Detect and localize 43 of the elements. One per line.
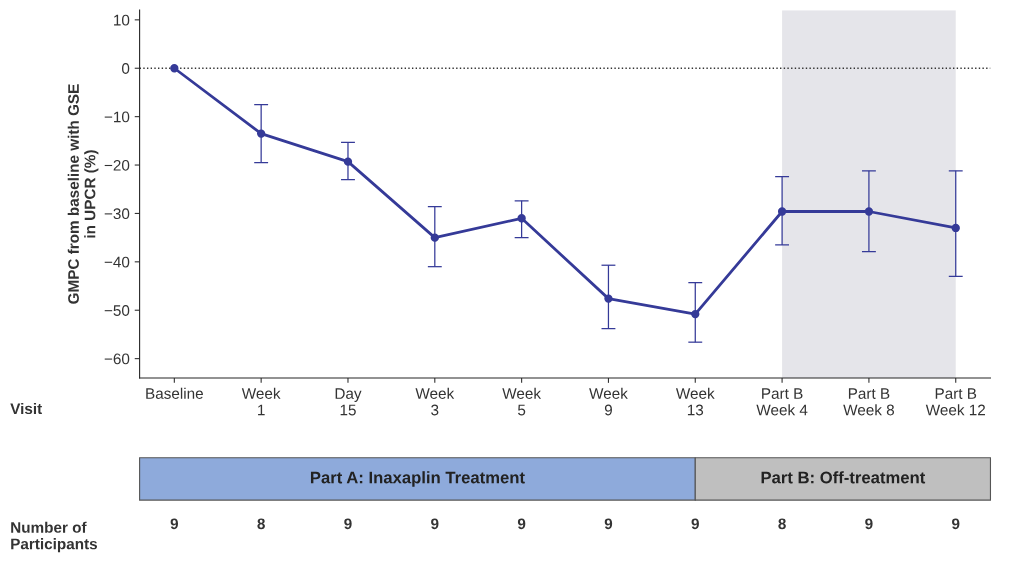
y-tick-label: −10 bbox=[104, 111, 130, 123]
y-tick-label: −50 bbox=[104, 305, 130, 316]
text: 8 bbox=[778, 518, 786, 530]
point bbox=[864, 207, 874, 216]
y-tick-label: 0 bbox=[121, 63, 130, 74]
x-tick-label: Week 1 bbox=[241, 387, 281, 416]
point bbox=[430, 233, 439, 242]
text: 9 bbox=[691, 518, 699, 530]
x-tick-label: Part B Week 12 bbox=[925, 388, 985, 416]
y-tick-label: −40 bbox=[104, 256, 130, 268]
point bbox=[691, 309, 700, 319]
text: Part A: Inaxaplin Treatment bbox=[310, 471, 525, 487]
text: Part B: Off-treatment bbox=[761, 471, 926, 484]
y-tick-label: −60 bbox=[104, 353, 130, 365]
text: 9 bbox=[431, 518, 439, 530]
x-tick-label: Week 5 bbox=[502, 387, 542, 416]
text: Visit bbox=[10, 402, 42, 415]
text: 9 bbox=[865, 518, 873, 530]
y-tick-label: 10 bbox=[114, 14, 130, 26]
text: 9 bbox=[517, 518, 526, 530]
point bbox=[517, 214, 526, 223]
text: 9 bbox=[952, 518, 960, 530]
text: 9 bbox=[344, 518, 352, 530]
x-tick-label: Week 3 bbox=[415, 387, 455, 416]
point bbox=[256, 129, 266, 138]
point bbox=[777, 207, 787, 216]
x-tick-label: Day 15 bbox=[335, 388, 362, 416]
text: Number of Participants bbox=[11, 521, 98, 553]
x-tick-label: Part B Week 4 bbox=[756, 388, 808, 416]
point bbox=[604, 294, 613, 303]
point bbox=[343, 157, 353, 166]
point bbox=[170, 64, 179, 73]
y-axis-title: GMPC from baseline with GSE in UPCR (%) bbox=[67, 84, 99, 304]
text: 9 bbox=[604, 518, 613, 530]
y-tick-label: −30 bbox=[104, 208, 130, 220]
x-tick-label: Week 9 bbox=[589, 387, 628, 416]
point bbox=[951, 223, 960, 233]
y-tick-label: −20 bbox=[104, 159, 130, 171]
x-tick-label: Baseline bbox=[146, 387, 203, 399]
text: 8 bbox=[257, 518, 265, 530]
text: 9 bbox=[170, 518, 179, 530]
x-tick-label: Week 13 bbox=[675, 387, 715, 416]
x-tick-label: Part B Week 8 bbox=[843, 388, 895, 416]
